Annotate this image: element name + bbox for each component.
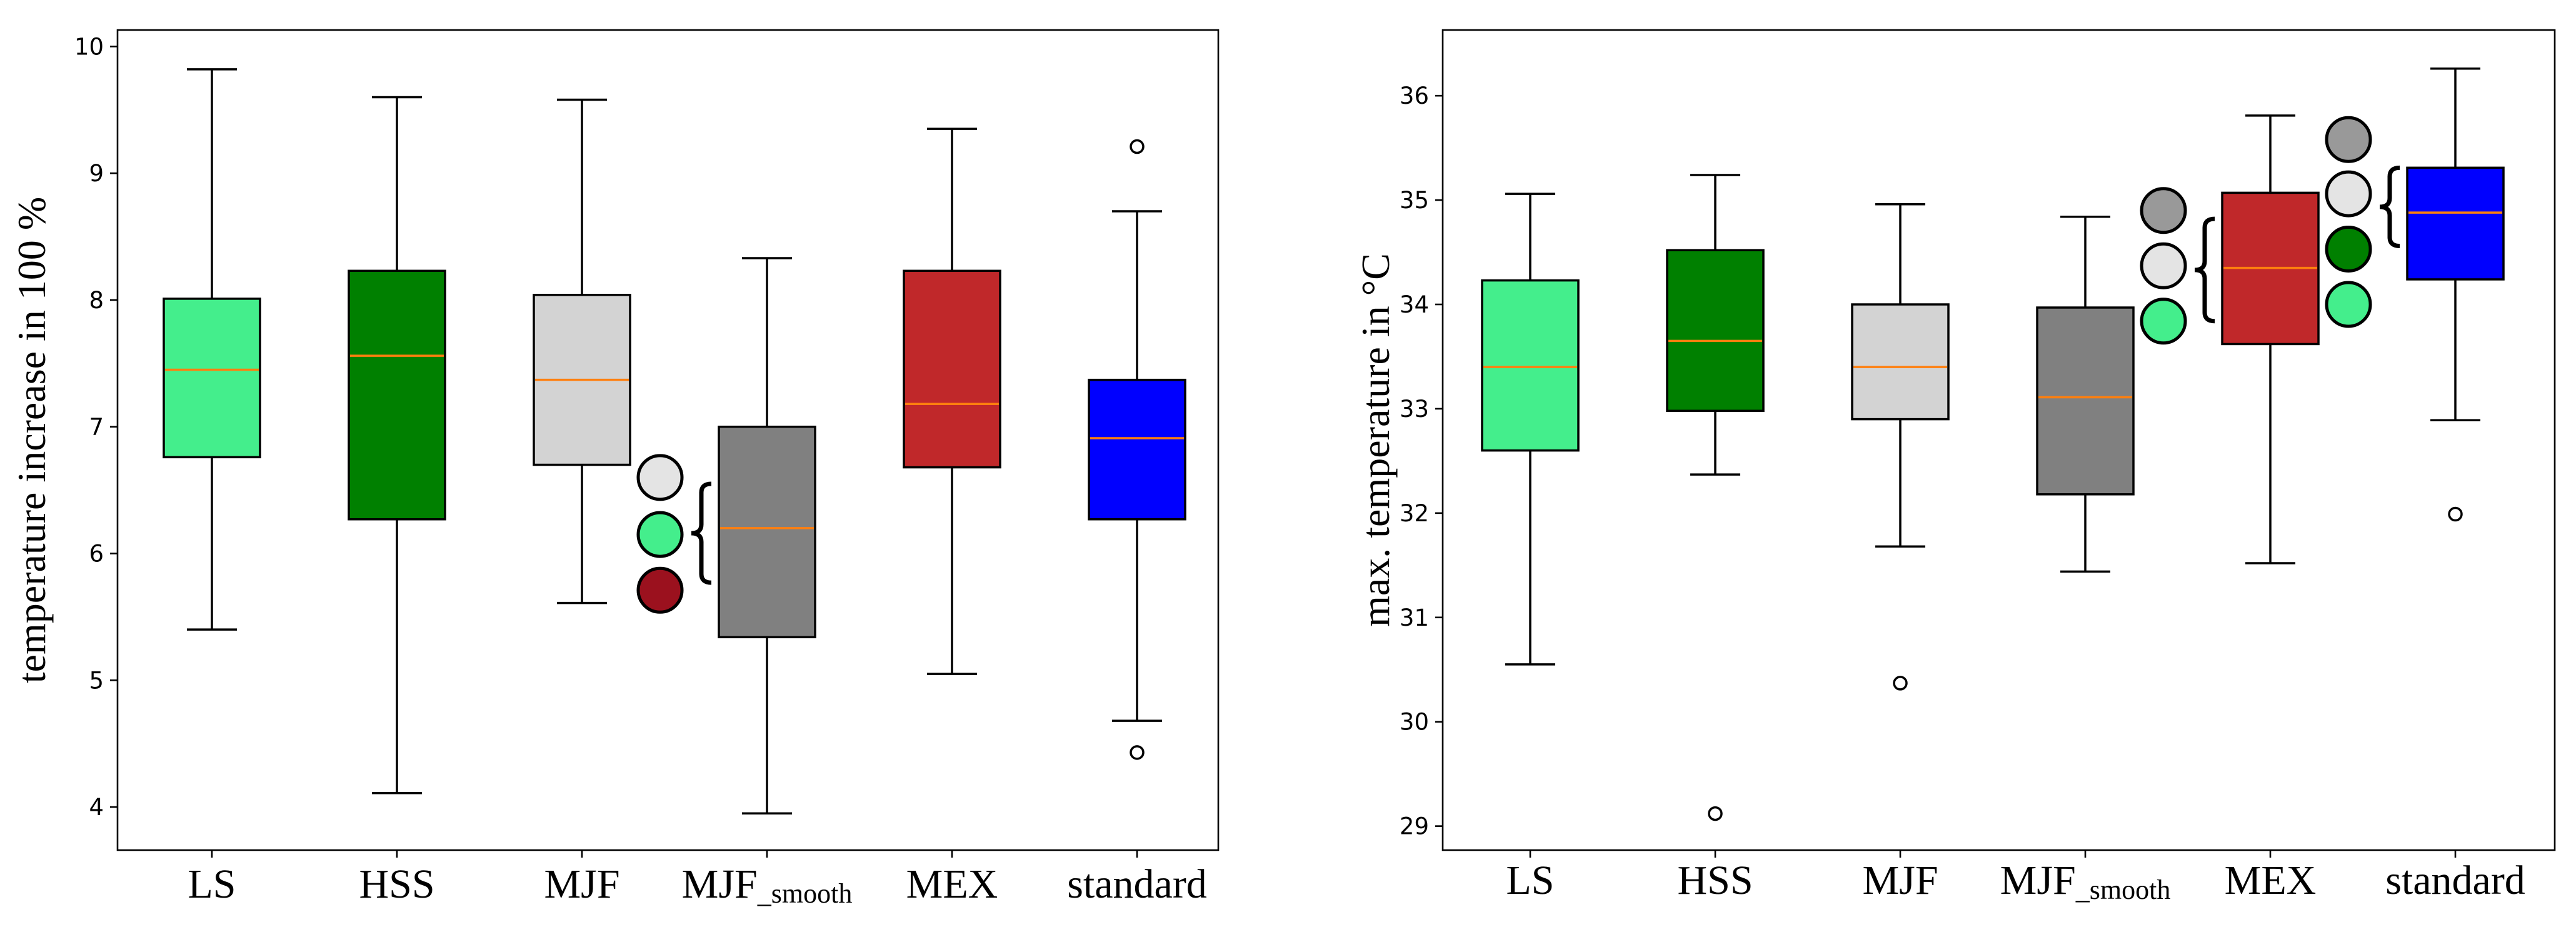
- x-tick-label: standard: [1067, 861, 1207, 907]
- y-tick-label: 34: [1400, 291, 1429, 318]
- outlier-point: [2448, 506, 2463, 522]
- y-axis-title: temperature increase in 100 %: [9, 197, 54, 683]
- axes-frame: [116, 29, 1220, 851]
- x-tick-label-main: HSS: [1677, 858, 1753, 903]
- y-tick-label: 7: [89, 414, 104, 441]
- x-tick-label: HSS: [359, 861, 434, 907]
- curly-brace: [2194, 216, 2215, 324]
- box-body: [1666, 249, 1765, 413]
- box-body: [2406, 166, 2505, 281]
- box-mjf-smooth: MJF_smooth: [682, 257, 853, 909]
- box-body: [348, 269, 446, 521]
- x-tick-label-main: HSS: [359, 861, 434, 907]
- box-standard: standard: [1067, 139, 1207, 907]
- outlier-point: [1130, 139, 1145, 154]
- x-tick-label-sub: _smooth: [757, 878, 853, 909]
- box-ls: LS: [1481, 193, 1580, 903]
- box-mjf-smooth: MJF_smooth: [2000, 216, 2171, 905]
- significance-marker: [2325, 281, 2372, 328]
- box-body: [903, 269, 1001, 469]
- x-tick-label-main: MJF: [544, 861, 619, 907]
- x-tick-label-sub: _smooth: [2075, 874, 2171, 905]
- box-body: [718, 425, 816, 639]
- x-tick-label: LS: [188, 861, 236, 907]
- outlier-point: [1130, 745, 1145, 760]
- box-body: [2036, 306, 2135, 496]
- box-standard: standard: [2385, 68, 2525, 903]
- y-axis-title: max. temperature in °C: [1353, 253, 1398, 627]
- y-tick-label: 4: [89, 794, 104, 821]
- box-ls: LS: [163, 68, 261, 907]
- box-body: [163, 298, 261, 459]
- significance-annotation: [2325, 116, 2400, 328]
- x-tick-label: MJF: [1862, 858, 1938, 903]
- x-tick-label: MEX: [2225, 858, 2317, 903]
- y-tick-label: 35: [1400, 187, 1429, 214]
- significance-marker: [636, 566, 684, 614]
- x-tick-label: MEX: [906, 861, 998, 907]
- y-tick-label: 5: [89, 667, 104, 694]
- x-tick-label-main: standard: [1067, 861, 1207, 907]
- x-tick-label: MJF: [544, 861, 619, 907]
- x-tick-label-main: MEX: [906, 861, 998, 907]
- significance-marker: [2140, 187, 2187, 234]
- significance-marker: [2325, 170, 2372, 218]
- curly-brace: [691, 481, 712, 585]
- outlier-point: [1893, 676, 1908, 691]
- y-tick-label: 8: [89, 287, 104, 314]
- significance-marker: [636, 454, 684, 501]
- significance-marker: [636, 511, 684, 558]
- box-mjf: MJF: [1851, 203, 1950, 903]
- x-tick-label: standard: [2385, 858, 2525, 903]
- chart-panel-right: 29 30 31 32 33 34 35 36 max. temperature in °C LS…: [1353, 29, 2556, 905]
- significance-marker: [2325, 226, 2372, 273]
- x-tick-label: MJF_smooth: [682, 861, 853, 909]
- y-tick-label: 32: [1400, 500, 1429, 527]
- box-body: [1851, 303, 1950, 421]
- x-tick-label-main: MEX: [2225, 858, 2317, 903]
- box-hss: HSS: [348, 96, 446, 907]
- x-tick-label-main: MJF: [1862, 858, 1938, 903]
- box-mex: MEX: [2221, 114, 2320, 903]
- curly-brace: [2379, 165, 2400, 249]
- outlier-point: [1708, 806, 1723, 821]
- x-tick-label-main: LS: [188, 861, 236, 907]
- x-tick-label: MJF_smooth: [2000, 858, 2171, 905]
- chart-panel-left: 4 5 6 7 8 9 10 temperature increase in 100 % LS H…: [9, 29, 1220, 909]
- y-tick-label: 29: [1400, 813, 1429, 840]
- significance-marker: [2140, 242, 2187, 289]
- box-mex: MEX: [903, 128, 1001, 907]
- y-tick-label: 9: [89, 160, 104, 187]
- x-tick-label: HSS: [1677, 858, 1753, 903]
- significance-annotation: [2140, 187, 2215, 345]
- box-body: [1481, 279, 1580, 452]
- y-tick-label: 36: [1400, 83, 1429, 109]
- box-body: [1088, 378, 1186, 521]
- x-tick-label-main: standard: [2385, 858, 2525, 903]
- x-tick-label-main: LS: [1506, 858, 1554, 903]
- x-tick-label-main: MJF: [682, 861, 758, 907]
- significance-marker: [2140, 298, 2187, 345]
- axes-frame: [1441, 29, 2556, 851]
- significance-marker: [2325, 116, 2372, 163]
- box-hss: HSS: [1666, 174, 1765, 903]
- box-mjf: MJF: [533, 98, 631, 907]
- y-tick-label: 33: [1400, 396, 1429, 423]
- y-tick-label: 31: [1400, 604, 1429, 631]
- x-tick-label-main: MJF: [2000, 858, 2076, 903]
- y-tick-label: 6: [89, 540, 104, 567]
- x-tick-label: LS: [1506, 858, 1554, 903]
- y-tick-label: 10: [74, 33, 104, 60]
- significance-annotation: [636, 454, 712, 614]
- y-tick-label: 30: [1400, 709, 1429, 736]
